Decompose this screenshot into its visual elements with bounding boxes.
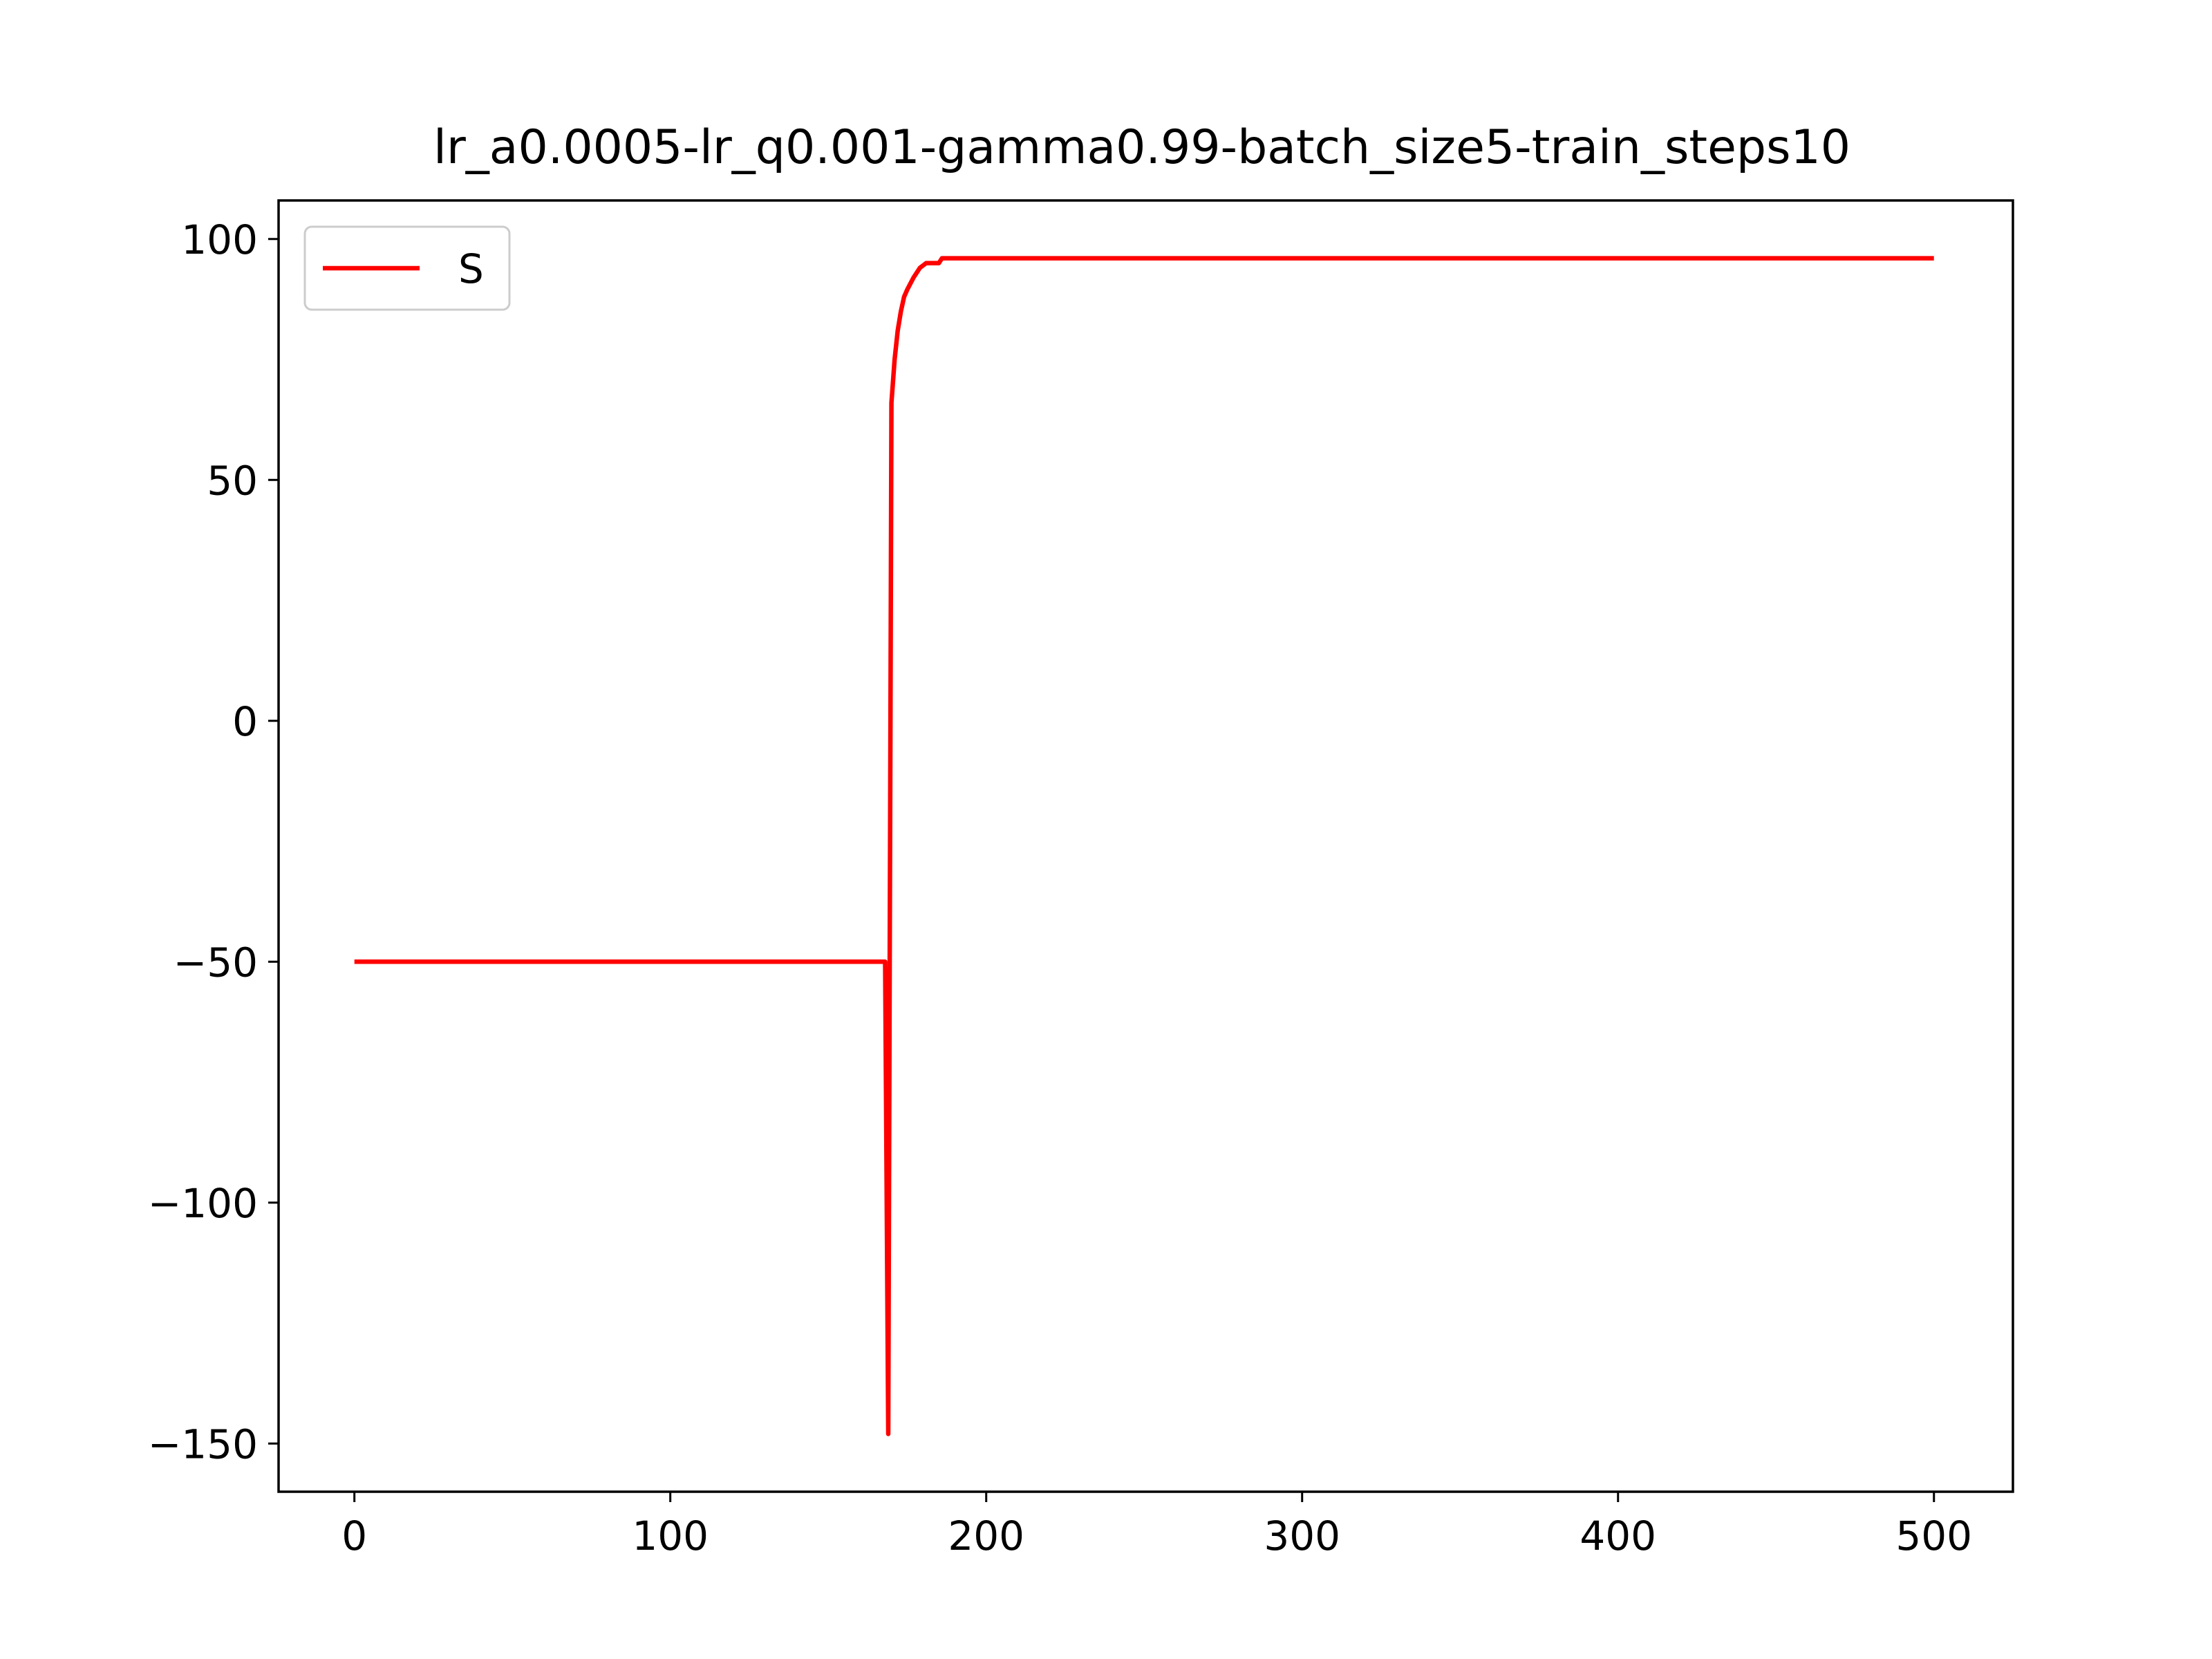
- y-tick-label: −100: [148, 1180, 258, 1227]
- plot-frame: [277, 199, 2014, 1493]
- x-tick-label: 200: [948, 1512, 1024, 1559]
- x-tick-label: 300: [1264, 1512, 1340, 1559]
- chart-title: lr_a0.0005-lr_q0.001-gamma0.99-batch_siz…: [433, 120, 1850, 175]
- y-tick-label: 0: [232, 698, 258, 745]
- y-tick-label: 50: [207, 457, 258, 504]
- legend-label: S: [458, 245, 484, 292]
- y-tick-label: −150: [148, 1421, 258, 1468]
- y-tick-label: 100: [181, 216, 258, 263]
- x-tick-label: 400: [1580, 1512, 1656, 1559]
- x-tick-label: 0: [341, 1512, 367, 1559]
- y-tick-label: −50: [174, 939, 258, 986]
- x-tick-label: 100: [632, 1512, 709, 1559]
- x-tick-label: 500: [1895, 1512, 1972, 1559]
- series-line-s: [354, 256, 1934, 1436]
